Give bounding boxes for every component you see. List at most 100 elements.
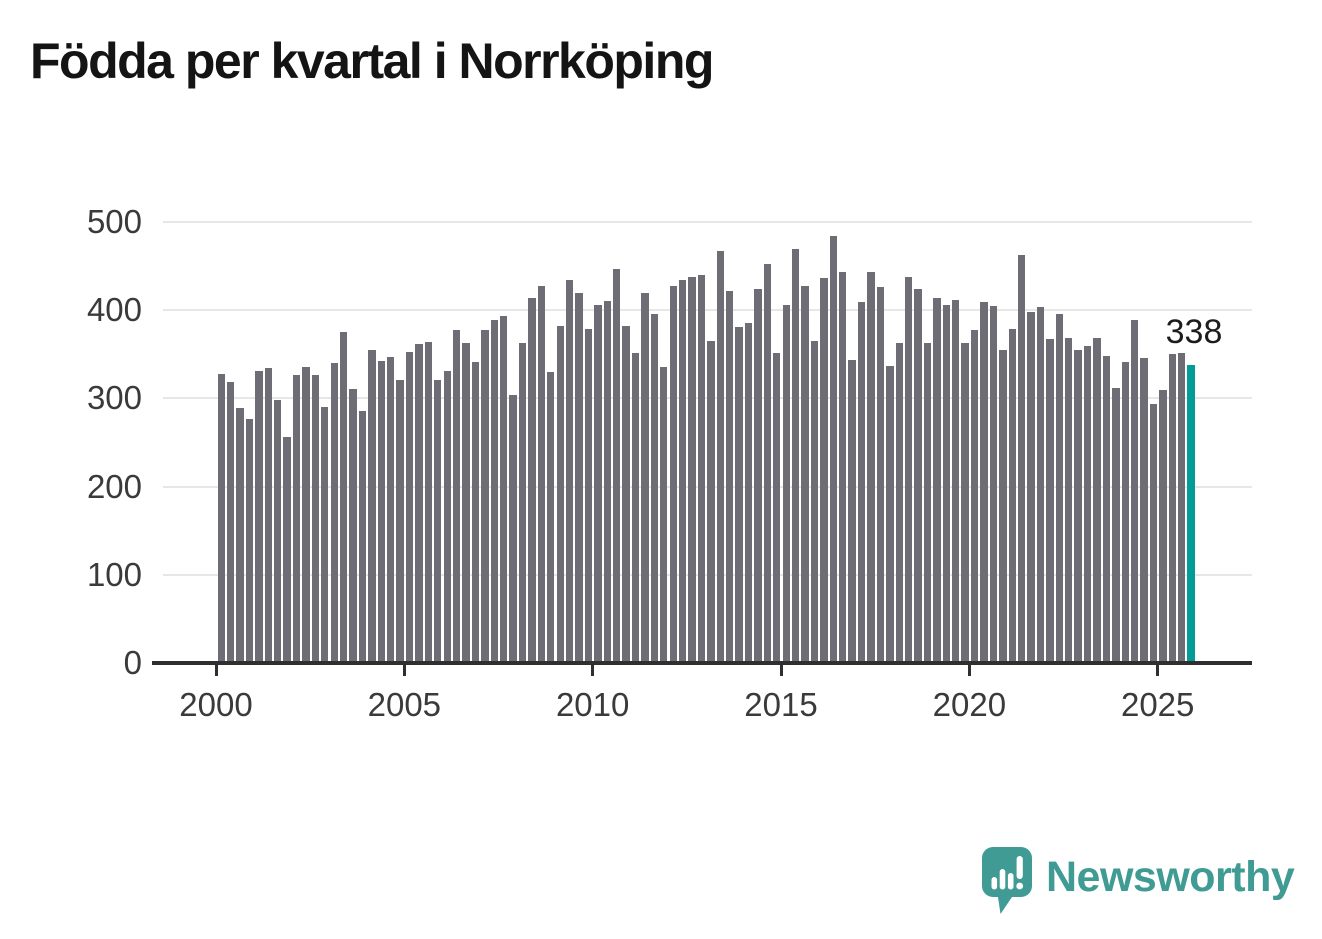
bar	[509, 394, 517, 663]
bar	[744, 322, 753, 663]
bar	[857, 302, 866, 663]
bar	[660, 366, 668, 663]
bar	[1149, 403, 1158, 663]
bar	[349, 388, 357, 663]
bar	[726, 290, 734, 663]
gridline-y-500	[163, 221, 1252, 223]
bar	[1178, 352, 1186, 663]
bar	[565, 280, 574, 663]
bar	[782, 304, 790, 663]
bar	[904, 276, 913, 663]
bar	[292, 375, 301, 663]
bar	[1036, 306, 1045, 663]
exclamation-dot	[1016, 882, 1024, 890]
bar	[405, 351, 414, 663]
x-axis-tick-label: 2025	[1120, 686, 1195, 723]
x-axis-tick	[1156, 664, 1160, 676]
bar	[763, 264, 772, 663]
bar	[377, 361, 385, 663]
bar	[989, 305, 998, 663]
x-axis-tick	[779, 664, 783, 676]
bar	[500, 316, 508, 663]
x-axis-tick	[591, 664, 595, 676]
bar	[490, 319, 498, 663]
bar	[923, 342, 932, 663]
bar	[1093, 337, 1101, 663]
highlighted-latest-bar	[1187, 364, 1195, 663]
bar	[886, 365, 894, 663]
x-axis-tick-label: 2010	[555, 686, 630, 723]
bar	[1065, 337, 1073, 663]
bar	[791, 249, 800, 663]
y-axis-tick-label: 500	[86, 203, 142, 240]
bar	[942, 304, 950, 663]
bar	[462, 342, 470, 663]
bar	[518, 342, 527, 663]
bar	[970, 329, 979, 663]
bar	[961, 342, 969, 663]
bar	[368, 349, 376, 663]
bar	[245, 418, 254, 663]
bar	[1140, 357, 1148, 663]
chart-title: Födda per kvartal i Norrköping	[30, 33, 714, 89]
x-axis-tick	[402, 664, 406, 676]
y-axis-tick-label: 100	[86, 555, 142, 593]
bar	[933, 297, 941, 663]
bar	[895, 342, 903, 663]
bar	[1168, 354, 1176, 663]
bar	[415, 343, 423, 663]
bar	[603, 300, 611, 663]
x-axis-tick-label: 2005	[367, 686, 442, 723]
bar	[274, 400, 282, 663]
bar	[1130, 319, 1139, 663]
newsworthy-speech-bubble-bar-chart-icon	[982, 847, 1032, 914]
bar	[1055, 313, 1063, 663]
y-axis-tick-label: 0	[123, 644, 142, 681]
bar	[876, 287, 885, 663]
bar	[594, 304, 602, 663]
bar	[1083, 346, 1092, 663]
y-axis-tick-label: 200	[86, 467, 142, 505]
x-axis-tick-label: 2000	[179, 686, 253, 723]
bar	[980, 302, 988, 663]
bar	[773, 352, 781, 663]
bar	[424, 341, 433, 663]
x-axis-line	[152, 661, 1252, 665]
y-axis-tick-label: 300	[86, 379, 142, 417]
bar	[1008, 328, 1016, 663]
bar	[283, 437, 291, 663]
bar	[330, 363, 338, 663]
bar	[547, 371, 555, 663]
bar	[311, 375, 320, 663]
bar	[650, 313, 659, 663]
bar	[1046, 339, 1054, 663]
bar	[434, 379, 442, 663]
bar	[754, 289, 762, 663]
bar	[622, 326, 630, 663]
bar	[358, 410, 367, 663]
bar	[339, 332, 348, 663]
newsworthy-logo: Newsworthy	[980, 845, 1300, 925]
bar	[801, 286, 809, 663]
bar	[255, 371, 263, 663]
bar	[481, 329, 489, 663]
exclamation-stroke	[1016, 856, 1023, 879]
gridline-y-400	[163, 309, 1252, 312]
bar	[321, 407, 329, 663]
speech-bubble-shape	[982, 847, 1032, 914]
bar	[1017, 254, 1026, 663]
bar	[735, 326, 743, 663]
bar	[226, 381, 235, 663]
bar	[848, 360, 856, 663]
x-axis-tick	[967, 664, 971, 676]
bar	[1027, 311, 1035, 663]
bar	[387, 356, 395, 663]
bar	[528, 297, 536, 663]
bar	[217, 373, 225, 663]
bar	[631, 353, 640, 663]
x-axis-tick-label: 2015	[744, 686, 818, 723]
bar	[678, 280, 687, 663]
bar	[810, 341, 819, 663]
bar	[999, 349, 1007, 663]
bar	[471, 362, 480, 663]
